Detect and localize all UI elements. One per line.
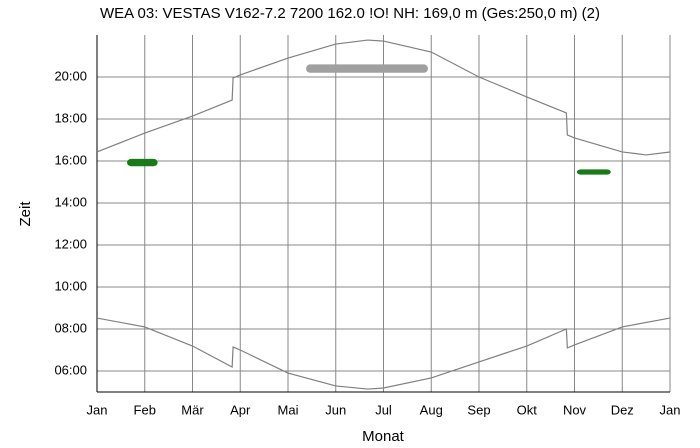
x-tick-label: Feb (134, 402, 156, 417)
x-tick-label: Mai (278, 402, 299, 417)
x-tick-label: Aug (420, 402, 443, 417)
x-axis-label: Monat (362, 428, 405, 445)
x-tick-label: Jan (660, 402, 681, 417)
line (96, 39, 671, 156)
shadow-region (576, 169, 611, 175)
x-tick-label: Nov (563, 402, 587, 417)
x-tick-label: Okt (517, 402, 538, 417)
x-tick-label: Jan (87, 402, 108, 417)
y-tick-label: 20:00 (54, 68, 87, 83)
y-axis-label: Zeit (17, 201, 34, 227)
shadow-region (306, 64, 428, 73)
line (96, 317, 671, 390)
chart-title: WEA 03: VESTAS V162-7.2 7200 162.0 !O! N… (100, 5, 600, 22)
y-tick-label: 14:00 (54, 194, 87, 209)
x-tick-label: Sep (467, 402, 490, 417)
shadow-region (127, 158, 158, 167)
y-tick-label: 16:00 (54, 152, 87, 167)
y-tick-label: 18:00 (54, 110, 87, 125)
x-tick-label: Jun (325, 402, 346, 417)
y-tick-label: 08:00 (54, 320, 87, 335)
x-tick-label: Dez (611, 402, 634, 417)
y-tick-label: 12:00 (54, 236, 87, 251)
y-tick-label: 06:00 (54, 362, 87, 377)
x-tick-label: Jul (375, 402, 392, 417)
y-tick-label: 10:00 (54, 278, 87, 293)
x-tick-label: Mär (181, 402, 204, 417)
x-tick-label: Apr (230, 402, 251, 417)
